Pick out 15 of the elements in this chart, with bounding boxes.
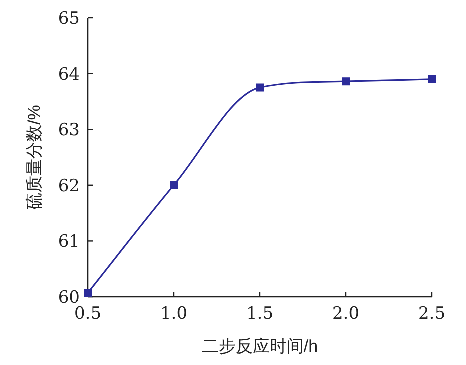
x-tick-label: 2.0	[332, 304, 360, 324]
x-tick-label: 2.5	[418, 304, 446, 324]
point	[342, 78, 350, 86]
y-axis-title: 硫质量分数/%	[25, 105, 44, 210]
point	[256, 84, 264, 92]
y-tick-label: 65	[58, 9, 80, 29]
y-tick-label: 62	[58, 176, 80, 196]
point	[170, 181, 178, 190]
y-tick-label: 61	[58, 232, 80, 252]
point	[428, 75, 436, 84]
x-tick-label: 1.5	[246, 304, 274, 324]
x-tick-label: 1.0	[160, 304, 188, 324]
x-axis-title: 二步反应时间/h	[202, 337, 318, 356]
y-tick-label: 64	[58, 64, 80, 85]
y-tick-label: 63	[58, 120, 80, 141]
